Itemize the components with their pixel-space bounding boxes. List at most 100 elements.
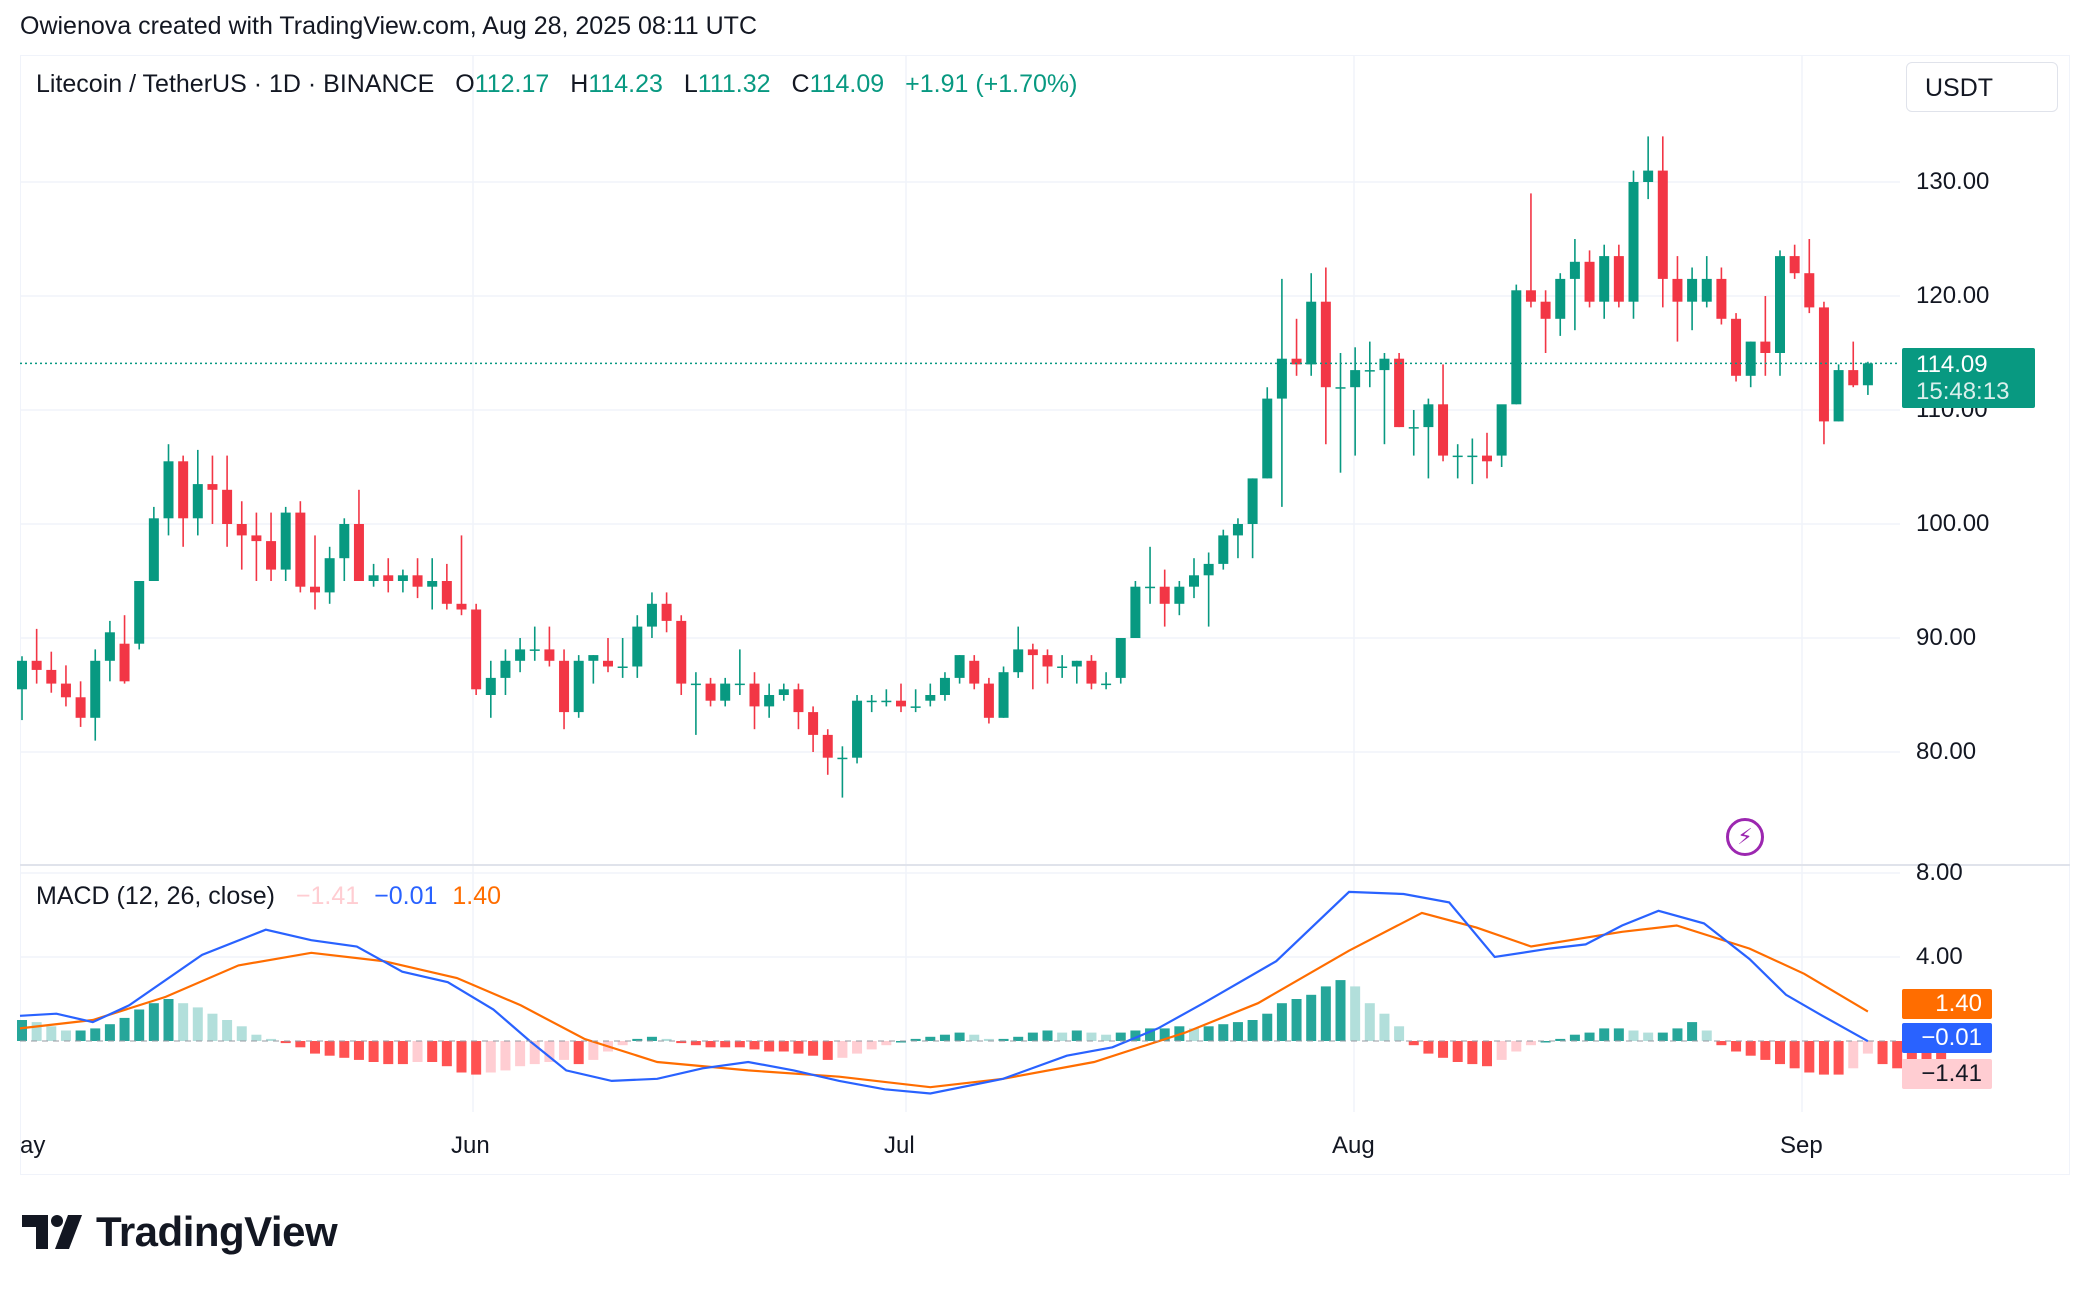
candle-body bbox=[559, 660, 570, 713]
macd-histogram-bar bbox=[559, 1041, 570, 1060]
symbol-name[interactable]: Litecoin / TetherUS · 1D · BINANCE bbox=[36, 70, 435, 98]
candle bbox=[90, 649, 101, 741]
macd-histogram-bar bbox=[1906, 1041, 1917, 1071]
candle bbox=[1511, 284, 1522, 405]
macd-line-value: −0.01 bbox=[374, 882, 438, 910]
candle bbox=[1364, 341, 1375, 388]
candle bbox=[1818, 301, 1829, 445]
macd-histogram-bar bbox=[1482, 1041, 1492, 1067]
macd-histogram-value: −1.41 bbox=[295, 882, 360, 910]
candle bbox=[1467, 438, 1478, 485]
macd-indicator-name[interactable]: MACD (12, 26, close) bbox=[36, 882, 275, 910]
macd-histogram bbox=[17, 980, 1947, 1075]
macd-histogram-bar bbox=[793, 1041, 804, 1054]
macd-histogram-bar bbox=[324, 1041, 335, 1056]
macd-histogram-bar bbox=[778, 1041, 789, 1052]
lightning-icon[interactable]: ⚡ bbox=[1726, 818, 1764, 856]
candle bbox=[837, 746, 848, 798]
candle-body bbox=[1848, 370, 1859, 386]
macd-histogram-bar bbox=[1877, 1041, 1888, 1065]
macd-histogram-bar bbox=[383, 1041, 394, 1065]
candle bbox=[1452, 444, 1463, 479]
candle-body bbox=[1731, 318, 1742, 376]
macd-histogram-bar bbox=[1364, 1003, 1375, 1041]
candle-body bbox=[1145, 586, 1156, 589]
candle-body bbox=[485, 677, 496, 695]
macd-histogram-bar bbox=[1027, 1032, 1038, 1041]
macd-histogram-bar bbox=[1716, 1041, 1727, 1046]
change-value: +1.91 (+1.70%) bbox=[905, 70, 1078, 98]
candle bbox=[31, 628, 42, 684]
candle-body bbox=[456, 603, 467, 610]
candle bbox=[368, 563, 379, 587]
macd-histogram-bar bbox=[207, 1013, 218, 1041]
candle-body bbox=[1496, 404, 1507, 456]
candle bbox=[1833, 364, 1844, 422]
macd-histogram-bar bbox=[632, 1038, 643, 1041]
macd-histogram-bar bbox=[427, 1041, 438, 1062]
price-axis-tick: 100.00 bbox=[1916, 510, 1990, 537]
candle-body bbox=[734, 683, 745, 686]
macd-histogram-bar bbox=[485, 1041, 496, 1073]
macd-histogram-bar bbox=[1775, 1041, 1785, 1065]
candle bbox=[720, 677, 731, 707]
macd-histogram-bar bbox=[734, 1041, 745, 1048]
candle-body bbox=[324, 558, 335, 593]
macd-histogram-bar bbox=[852, 1041, 863, 1054]
candle-body bbox=[1364, 370, 1375, 372]
macd-histogram-bar bbox=[588, 1041, 599, 1060]
candle-body bbox=[969, 660, 980, 684]
tradingview-logo: TradingView bbox=[22, 1208, 338, 1256]
candle-body bbox=[148, 518, 159, 581]
candle-body bbox=[1218, 535, 1229, 564]
candle bbox=[178, 455, 189, 547]
macd-histogram-bar bbox=[676, 1041, 687, 1044]
macd-histogram-bar bbox=[353, 1041, 364, 1060]
currency-unit-button[interactable]: USDT bbox=[1906, 62, 2058, 112]
candle-body bbox=[954, 655, 965, 678]
candle bbox=[1525, 193, 1536, 308]
macd-signal-value: 1.40 bbox=[452, 882, 502, 910]
candle-body bbox=[1086, 660, 1097, 684]
candle-body bbox=[60, 683, 71, 698]
symbol-legend[interactable]: Litecoin / TetherUS · 1D · BINANCE O112.… bbox=[36, 70, 1083, 99]
candle bbox=[1394, 353, 1405, 428]
candle bbox=[163, 444, 174, 536]
macd-legend[interactable]: MACD (12, 26, close) −1.41 −0.01 1.40 bbox=[36, 882, 509, 911]
candle-body bbox=[397, 575, 408, 581]
candle-body bbox=[236, 524, 247, 536]
candle bbox=[397, 569, 408, 593]
candle-body bbox=[690, 683, 701, 686]
candle-body bbox=[852, 700, 863, 758]
macd-histogram-bar bbox=[1291, 999, 1302, 1041]
candle-body bbox=[1174, 586, 1185, 604]
macd-histogram-bar bbox=[808, 1041, 819, 1056]
candle bbox=[1115, 638, 1126, 684]
macd-histogram-bar bbox=[646, 1036, 657, 1041]
candle-body bbox=[1379, 358, 1390, 371]
candle bbox=[119, 615, 130, 684]
candle bbox=[1862, 361, 1873, 395]
macd-lines bbox=[19, 890, 1869, 1095]
candle bbox=[1130, 581, 1141, 638]
candle-body bbox=[1511, 290, 1522, 405]
macd-histogram-bar bbox=[60, 1030, 71, 1041]
candle bbox=[1101, 672, 1112, 690]
candle bbox=[295, 501, 306, 593]
candle bbox=[881, 689, 892, 707]
candle-body bbox=[134, 581, 145, 644]
candle bbox=[441, 563, 452, 610]
bar-countdown: 15:48:13 bbox=[1916, 378, 2010, 405]
macd-histogram-bar bbox=[46, 1026, 57, 1041]
candle bbox=[339, 518, 350, 581]
candle bbox=[236, 501, 247, 570]
candle-body bbox=[500, 660, 511, 678]
candle bbox=[998, 666, 1009, 718]
candle bbox=[808, 706, 819, 752]
macd-histogram-bar bbox=[969, 1034, 980, 1041]
candle-body bbox=[1306, 301, 1317, 365]
macd-histogram-bar bbox=[1394, 1026, 1405, 1041]
macd-histogram-bar bbox=[910, 1038, 921, 1041]
candle-body bbox=[1262, 398, 1273, 479]
